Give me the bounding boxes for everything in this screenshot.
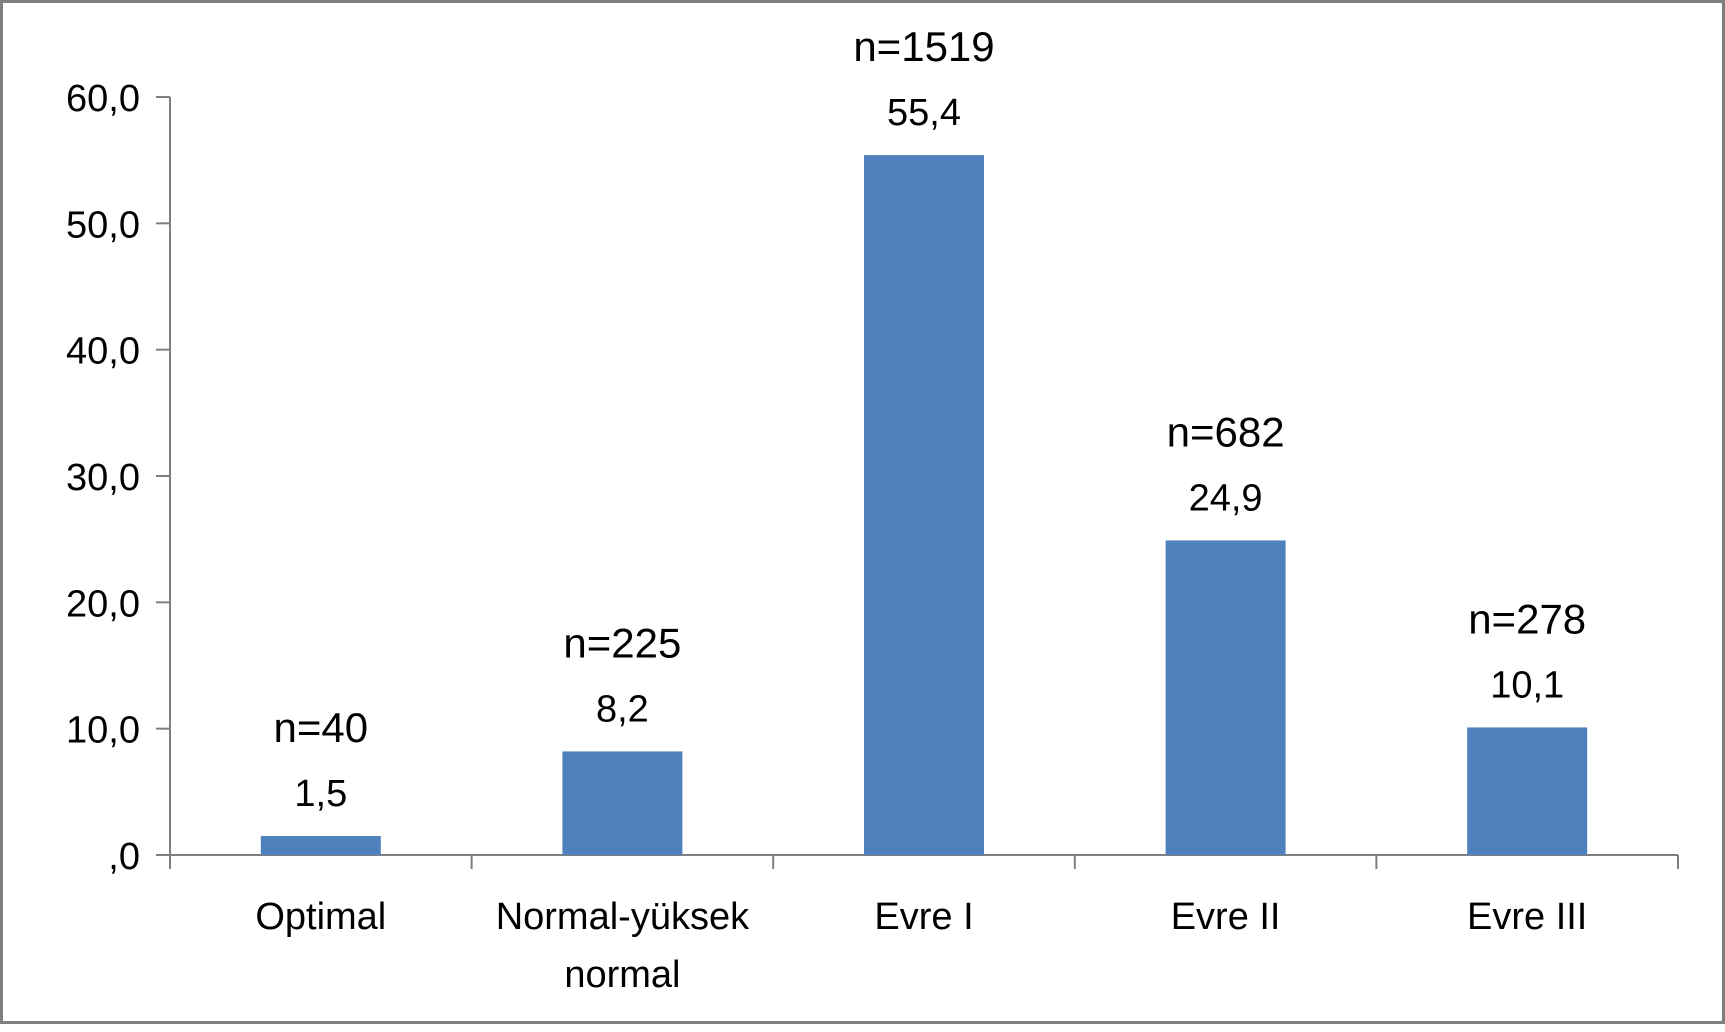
y-tick-label: ,0 (108, 836, 140, 878)
bar (1165, 540, 1286, 855)
x-tick-label: normal (564, 954, 680, 996)
x-tick-label: Optimal (255, 896, 386, 938)
bar (1467, 727, 1588, 855)
y-tick-label: 60,0 (66, 78, 140, 120)
value-label: 24,9 (1189, 477, 1263, 519)
x-tick-label: Evre III (1467, 896, 1587, 938)
x-tick-label: Normal-yüksek (496, 896, 750, 938)
bar (562, 751, 683, 855)
bar-chart: ,0 10,0 20,0 30,0 40,0 50,0 60,0 Optimal Normal… (66, 23, 1679, 996)
n-label: n=1519 (853, 23, 994, 70)
x-axis: Optimal Normal-yüksek normal Evre I Evre II E… (169, 854, 1679, 996)
y-tick-label: 10,0 (66, 710, 140, 752)
y-tick-label: 20,0 (66, 583, 140, 625)
bar (260, 836, 381, 855)
n-label: n=225 (563, 619, 681, 666)
value-label: 1,5 (294, 773, 347, 815)
value-label: 8,2 (596, 688, 649, 730)
y-tick-label: 30,0 (66, 457, 140, 499)
y-tick-label: 40,0 (66, 331, 140, 373)
n-label: n=682 (1167, 408, 1285, 455)
bar (864, 155, 984, 855)
n-label: n=40 (273, 704, 368, 751)
x-tick-label: Evre I (874, 896, 973, 938)
n-label: n=278 (1468, 595, 1586, 642)
data-labels: 1,5 n=40 8,2 n=225 55,4 n=1519 24,9 n=682 10,1 n=… (273, 23, 1586, 815)
value-label: 10,1 (1490, 664, 1564, 706)
y-axis: ,0 10,0 20,0 30,0 40,0 50,0 60,0 (66, 78, 171, 878)
x-tick-label: Evre II (1171, 896, 1281, 938)
y-tick-label: 50,0 (66, 204, 140, 246)
value-label: 55,4 (887, 92, 961, 134)
bars (260, 155, 1588, 855)
